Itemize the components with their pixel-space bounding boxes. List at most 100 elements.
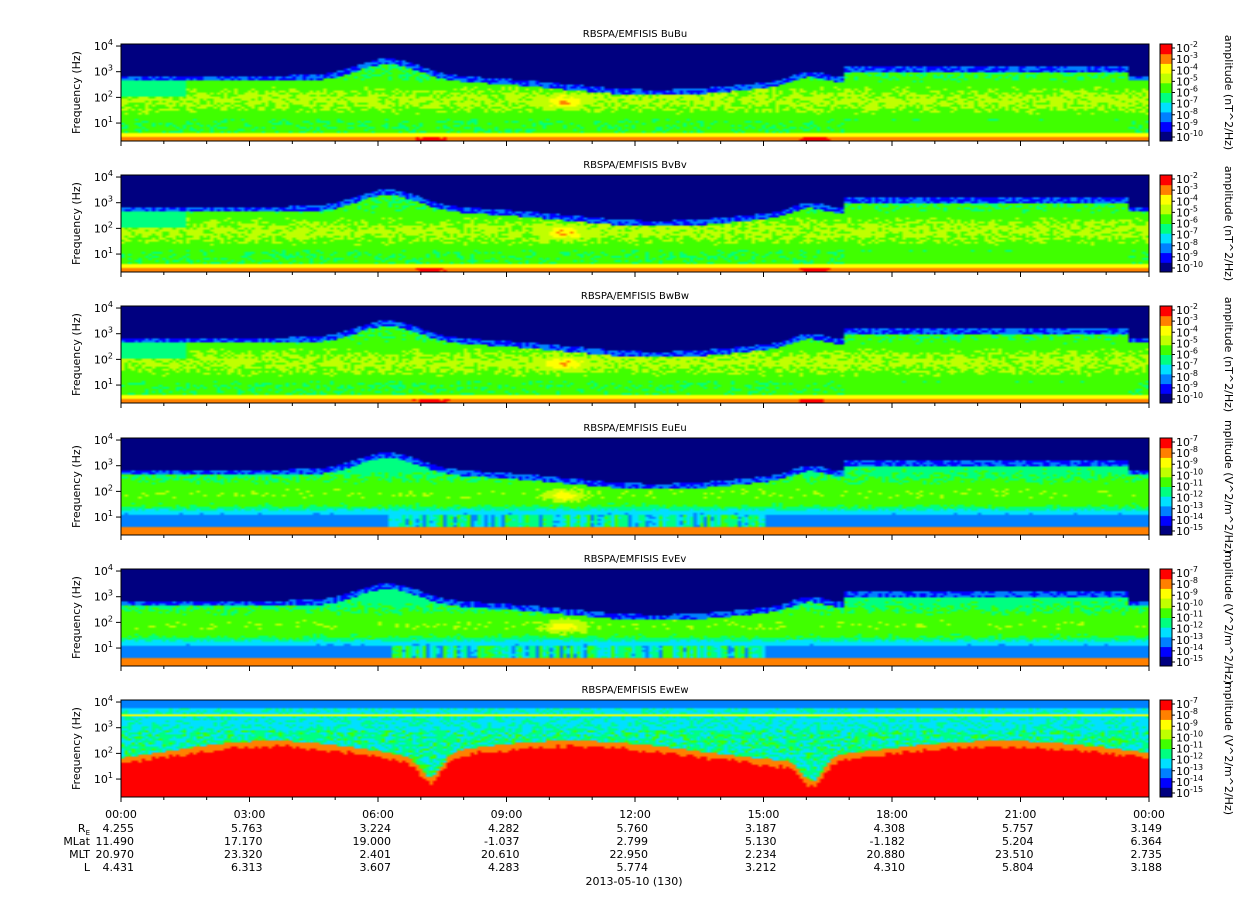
colorbar-segment [1160,598,1172,609]
colorbar-tick-exponent: -4 [1190,62,1198,71]
y-axis-label: Frequency (Hz) [70,182,83,265]
colorbar-tick-exponent: -8 [1190,576,1198,585]
ephemeris-value: 4.283 [488,861,520,874]
spectrogram-panel: RBSPA/EMFISIS BuBu 101 102 103 104 Frequency … [70,29,1235,150]
y-axis-label: Frequency (Hz) [70,51,83,134]
colorbar-tick-label: 10-10 [1176,260,1203,275]
colorbar-label: amplitude (nT^2/Hz) [1222,166,1235,281]
ephemeris-value: 20.610 [481,848,520,861]
colorbar-segment [1160,636,1172,648]
colorbar-tick-exponent: -7 [1190,696,1198,705]
colorbar-segment [1160,131,1172,142]
y-tick-exponent: 3 [108,195,113,204]
y-tick-exponent: 1 [108,246,113,255]
panel-title: RBSPA/EMFISIS EwEw [581,685,688,696]
colorbar-segment [1160,467,1172,478]
colorbar-tick-exponent: -13 [1190,632,1203,641]
x-tick-label: 09:00 [491,808,523,821]
colorbar-tick-label: 10-15 [1176,523,1203,538]
colorbar-tick-exponent: -15 [1190,785,1203,794]
ephemeris-value: 4.431 [103,861,135,874]
colorbar-tick-exponent: -5 [1190,204,1198,213]
colorbar-segment [1160,748,1172,759]
colorbar-segment [1160,252,1172,263]
spectrogram-image [121,306,1149,403]
colorbar-segment [1160,719,1172,730]
colorbar-segment [1160,73,1172,84]
y-tick-exponent: 1 [108,377,113,386]
colorbar-tick-exponent: -4 [1190,193,1198,202]
panels-group: RBSPA/EMFISIS BuBu 101 102 103 104 Frequency … [70,29,1235,815]
colorbar-segment [1160,325,1172,336]
colorbar-segment [1160,335,1172,346]
ephemeris-value: -1.182 [870,835,905,848]
colorbar-segment [1160,486,1172,497]
panel-title: RBSPA/EMFISIS BvBv [583,160,687,171]
ephemeris-value: 3.187 [745,822,777,835]
colorbar-segment [1160,63,1172,74]
ephemeris-value: 5.774 [617,861,649,874]
y-tick-exponent: 2 [108,89,113,98]
colorbar-segment [1160,617,1172,628]
colorbar-segment [1160,204,1172,215]
y-tick-label: 103 [94,589,113,604]
colorbar-tick-exponent: -2 [1190,302,1198,311]
ephemeris-value: 2.234 [745,848,777,861]
colorbar-segment [1160,53,1172,64]
colorbar-segment [1160,364,1172,375]
ephemeris-value: 3.212 [745,861,777,874]
colorbar-tick-exponent: -12 [1190,752,1203,761]
y-tick-exponent: 1 [108,509,113,518]
colorbar-tick-exponent: -7 [1190,565,1198,574]
colorbar-tick-exponent: -6 [1190,216,1198,225]
ephemeris-value: 3.149 [1131,822,1163,835]
colorbar-segment [1160,223,1172,234]
colorbar-segment [1160,373,1172,385]
spectrogram-image [121,438,1149,535]
colorbar-segment [1160,505,1172,517]
ephemeris-value: 5.804 [1002,861,1034,874]
y-tick-label: 104 [94,432,113,447]
colorbar-segment [1160,578,1172,589]
colorbar-tick-exponent: -3 [1190,182,1198,191]
colorbar-segment [1160,646,1172,657]
colorbar-segment [1160,102,1172,113]
spectrogram-image [121,175,1149,272]
y-tick-label: 101 [94,115,113,130]
ephemeris-value: -1.037 [484,835,519,848]
colorbar-tick-exponent: -10 [1190,260,1203,269]
colorbar-tick-exponent: -10 [1190,729,1203,738]
ephemeris-value: 6.364 [1131,835,1163,848]
spectrogram-image [121,44,1149,141]
y-tick-exponent: 2 [108,745,113,754]
y-tick-label: 104 [94,300,113,315]
ephemeris-table: RE 4.255 5.763 3.224 4.282 5.760 3.187 4.308 5.7… [63,822,1162,874]
ephemeris-value: 20.880 [867,848,906,861]
colorbar-tick-exponent: -8 [1190,107,1198,116]
y-tick-label: 104 [94,694,113,709]
y-tick-exponent: 3 [108,64,113,73]
colorbar-segment [1160,787,1172,798]
ephemeris-value: 2.401 [360,848,392,861]
ephemeris-value: 5.760 [617,822,649,835]
colorbar-segment [1160,175,1172,186]
colorbar-segment [1160,758,1172,769]
ephemeris-row-label: MLT [69,848,90,861]
colorbar-tick-exponent: -13 [1190,501,1203,510]
y-tick-exponent: 3 [108,458,113,467]
ephemeris-value: 2.735 [1131,848,1163,861]
colorbar-label: mplitude (V^2/m^2/Hz) [1222,551,1235,684]
colorbar-tick-exponent: -10 [1190,129,1203,138]
y-tick-label: 104 [94,169,113,184]
colorbar-segment [1160,82,1172,93]
y-tick-exponent: 3 [108,720,113,729]
ephemeris-value: 3.607 [360,861,392,874]
colorbar-tick-exponent: -6 [1190,347,1198,356]
colorbar-segment [1160,121,1172,132]
colorbar-segment [1160,738,1172,749]
ephemeris-value: 2.799 [617,835,649,848]
colorbar-segment [1160,569,1172,580]
ephemeris-row-label: MLat [63,835,90,848]
colorbar-tick-exponent: -14 [1190,643,1203,652]
ephemeris-value: 19.000 [353,835,392,848]
